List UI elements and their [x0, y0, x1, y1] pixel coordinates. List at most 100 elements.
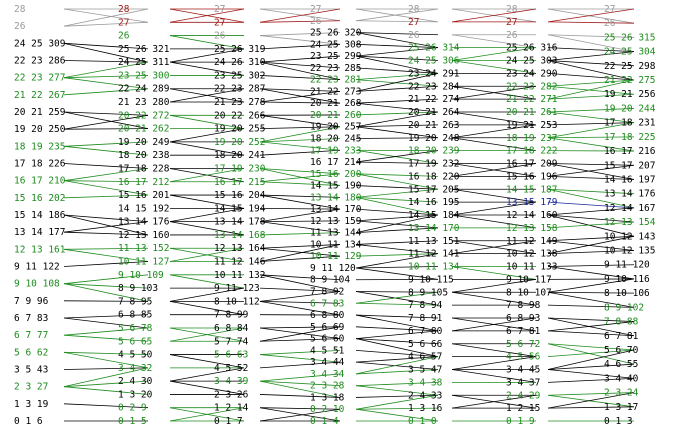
node-label: 3 4 40 [604, 373, 639, 384]
connector-line [547, 264, 635, 267]
node-label: 27 [506, 17, 517, 28]
node-label: 22 23 285 [310, 63, 361, 74]
connector-line [547, 392, 635, 396]
node-label: 13 14 168 [214, 230, 266, 241]
connector-line [259, 126, 341, 130]
connector-line [355, 381, 439, 387]
node-label: 19 20 244 [604, 103, 656, 114]
connector-line [259, 354, 341, 363]
node-label: 27 [604, 4, 615, 15]
connector-line [355, 302, 439, 306]
node-label: 1 3 17 [604, 402, 638, 413]
connector-line [547, 137, 635, 152]
connector-line [355, 214, 439, 222]
connector-line [169, 221, 245, 236]
node-label: 9 10 115 [408, 274, 454, 285]
node-label: 3 5 47 [408, 365, 442, 376]
connector-line [451, 291, 537, 306]
node-label: 12 13 160 [118, 230, 170, 241]
node-label: 19 20 248 [408, 133, 460, 144]
connector-line [259, 300, 341, 316]
connector-line [547, 321, 635, 332]
node-label: 23 25 299 [310, 51, 362, 62]
node-label: 19 20 249 [118, 137, 170, 148]
node-label: 27 [408, 17, 419, 28]
node-label: 28 [506, 4, 518, 15]
connector-line [259, 361, 341, 369]
connector-line [547, 330, 635, 337]
connector-line [259, 20, 341, 23]
node-labels: 28 26 24 25 309 22 23 286 22 23 277 21 22 267… [14, 4, 656, 427]
node-label: 12 13 158 [506, 223, 558, 234]
node-label: 5 6 69 [310, 322, 345, 333]
connector-line [547, 221, 635, 229]
connector-line [63, 194, 149, 199]
node-label: 2 3 26 [214, 389, 249, 400]
node-label: 8 9 104 [310, 275, 350, 286]
node-label: 8 9 105 [408, 287, 448, 298]
connector-line [355, 20, 439, 23]
node-label: 9 11 120 [604, 260, 650, 271]
connector-line [547, 377, 635, 383]
node-label: 23 24 290 [506, 68, 558, 79]
connector-line [259, 380, 341, 398]
node-label: 7 8 94 [408, 300, 443, 311]
connector-line [547, 278, 635, 293]
connector-line [259, 43, 341, 50]
node-label: 24 25 303 [506, 56, 557, 67]
node-label: 24 25 304 [604, 47, 656, 58]
connector-line [63, 168, 149, 182]
connector-line [355, 126, 439, 139]
connector-line [63, 88, 149, 96]
connector-line [355, 173, 439, 177]
node-label: 23 25 300 [118, 70, 170, 81]
node-label: 12 13 161 [14, 244, 66, 255]
connector-line [259, 287, 341, 292]
connector-line [259, 88, 341, 104]
connector-line [355, 208, 439, 216]
connector-line [547, 304, 635, 308]
connector-line [451, 60, 537, 74]
connector-line [169, 141, 245, 156]
connector-line [451, 369, 537, 383]
node-label: 3 4 38 [408, 377, 443, 388]
node-label: 17 19 230 [214, 163, 266, 174]
node-label: 9 11 120 [310, 263, 356, 274]
node-label: 16 18 220 [408, 171, 460, 182]
connector-line [355, 266, 439, 269]
connector-line [547, 34, 635, 38]
connector-line [355, 111, 439, 116]
node-label: 22 25 298 [604, 61, 656, 72]
node-label: 21 22 275 [604, 75, 655, 86]
connector-line [259, 114, 341, 128]
node-label: 22 23 287 [214, 84, 265, 95]
connector-line [547, 240, 635, 251]
node-label: 1 3 16 [408, 403, 443, 414]
node-label: 23 24 291 [408, 68, 460, 79]
connector-line [63, 221, 149, 233]
connector-line [63, 380, 149, 388]
connector-line [63, 367, 149, 388]
connector-line [169, 407, 245, 422]
connector-line [259, 408, 341, 422]
node-label: 25 26 314 [408, 43, 460, 54]
connector-line [259, 300, 341, 304]
connector-line [259, 232, 341, 236]
connector-line [259, 291, 341, 302]
node-label: 0 1 3 [604, 416, 633, 427]
connector-line [63, 248, 149, 262]
connector-line [451, 137, 537, 152]
node-label: 13 14 176 [604, 189, 656, 200]
node-label: 16 17 212 [118, 177, 169, 188]
node-label: 19 20 250 [14, 124, 66, 135]
node-label: 12 13 154 [604, 217, 656, 228]
node-label: 7 8 88 [604, 317, 639, 328]
connector-line [169, 48, 245, 63]
node-label: 12 14 160 [506, 210, 558, 221]
node-label: 3 4 39 [214, 376, 249, 387]
node-label: 2 3 24 [604, 388, 639, 399]
connector-line [355, 188, 439, 198]
node-label: 28 [14, 4, 26, 15]
connector-line [355, 32, 439, 36]
node-label: 6 7 83 [310, 298, 344, 309]
